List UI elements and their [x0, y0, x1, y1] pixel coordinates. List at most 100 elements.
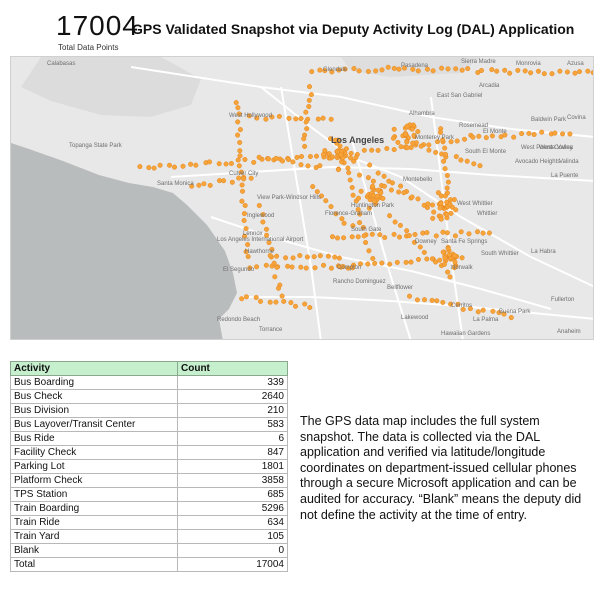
gps-point: [431, 209, 437, 215]
gps-point: [379, 260, 385, 266]
gps-point: [438, 129, 444, 135]
gps-point: [459, 255, 465, 261]
table-row: Bus Boarding 339: [10, 375, 288, 390]
gps-point: [242, 202, 248, 208]
table-row: TPS Station 685: [10, 487, 288, 502]
gps-point: [464, 158, 470, 164]
gps-point: [445, 179, 451, 185]
gps-point: [356, 195, 362, 201]
count-cell: 210: [177, 403, 288, 418]
gps-point: [307, 153, 313, 159]
gps-point: [477, 163, 483, 169]
gps-point: [286, 115, 292, 121]
map-label-la-palma: La Palma: [473, 317, 499, 323]
gps-point: [406, 233, 412, 239]
map-label-culver-city: Culver City: [229, 171, 258, 177]
gps-point: [390, 135, 396, 141]
gps-point: [444, 199, 450, 205]
gps-point: [228, 160, 234, 166]
gps-point: [276, 113, 282, 119]
gps-point: [245, 242, 251, 248]
gps-point: [424, 256, 430, 262]
gps-point: [236, 163, 242, 169]
gps-point: [378, 190, 384, 196]
gps-point: [256, 154, 262, 160]
gps-point: [189, 183, 195, 189]
map-label-valinda: Valinda: [559, 159, 579, 165]
gps-point: [239, 198, 245, 204]
gps-point: [180, 163, 186, 169]
map-label-torrance: Torrance: [259, 327, 283, 333]
gps-point-map[interactable]: Calabasas Glendale Pasadena Sierra Madre…: [10, 56, 594, 340]
gps-point: [416, 256, 422, 262]
gps-point: [366, 205, 372, 211]
activity-cell: Bus Check: [10, 389, 178, 404]
gps-point: [193, 162, 199, 168]
gps-point: [539, 129, 545, 135]
gps-point: [256, 202, 262, 208]
gps-point: [357, 211, 363, 217]
gps-point: [247, 265, 253, 271]
gps-point: [304, 126, 310, 132]
gps-point: [409, 126, 415, 132]
activity-cell: Bus Division: [10, 403, 178, 418]
table-row: Bus Division 210: [10, 403, 288, 418]
gps-point: [290, 159, 296, 165]
map-canvas[interactable]: Calabasas Glendale Pasadena Sierra Madre…: [11, 57, 594, 340]
gps-point: [373, 68, 379, 74]
gps-point: [305, 163, 311, 169]
gps-point: [426, 147, 432, 153]
gps-point: [585, 68, 591, 74]
gps-point: [269, 246, 275, 252]
gps-point: [328, 116, 334, 122]
gps-point: [335, 167, 341, 173]
gps-point: [355, 206, 361, 212]
gps-point: [437, 257, 443, 263]
activity-cell: Facility Check: [10, 445, 178, 460]
gps-point: [411, 132, 417, 138]
map-label-montebello: Montebello: [403, 177, 433, 183]
gps-point: [444, 172, 450, 178]
gps-point: [294, 154, 300, 160]
count-cell: 3858: [177, 473, 288, 488]
table-row: Bus Layover/Transit Center 583: [10, 417, 288, 432]
gps-point: [310, 184, 316, 190]
gps-point: [274, 253, 280, 259]
gps-point: [274, 264, 280, 270]
gps-point: [447, 274, 453, 280]
gps-point: [216, 161, 222, 167]
gps-point: [454, 138, 460, 144]
gps-point: [361, 147, 367, 153]
gps-point: [452, 253, 458, 259]
gps-point: [459, 67, 465, 73]
gps-point: [528, 70, 534, 76]
gps-point: [342, 66, 348, 72]
gps-point: [424, 230, 430, 236]
map-label-covina: Covina: [567, 115, 586, 121]
gps-point: [265, 156, 271, 162]
gps-point: [439, 65, 445, 71]
activity-cell: TPS Station: [10, 487, 178, 502]
gps-point: [235, 105, 241, 111]
map-label-whittier: Whittier: [477, 211, 497, 217]
gps-point: [239, 182, 245, 188]
gps-point: [306, 97, 312, 103]
map-label-west-whittier: West Whittier: [457, 201, 493, 207]
map-label-glendale: Glendale: [323, 67, 348, 73]
gps-point: [420, 230, 426, 236]
map-label-huntington-park: Huntington Park: [351, 203, 395, 209]
gps-point: [391, 126, 397, 132]
map-label-west-covina: West Covina: [539, 145, 574, 151]
gps-point: [235, 157, 241, 163]
gps-point: [235, 119, 241, 125]
column-header-activity: Activity: [10, 361, 178, 376]
gps-point: [404, 139, 410, 145]
gps-point: [253, 294, 259, 300]
map-label-lax: Los Angeles International Airport: [217, 237, 304, 243]
gps-point: [455, 301, 461, 307]
activity-cell: Total: [10, 557, 178, 572]
gps-point: [196, 182, 202, 188]
gps-point: [467, 306, 473, 312]
gps-point: [335, 235, 341, 241]
map-label-sierra-madre: Sierra Madre: [461, 59, 496, 65]
